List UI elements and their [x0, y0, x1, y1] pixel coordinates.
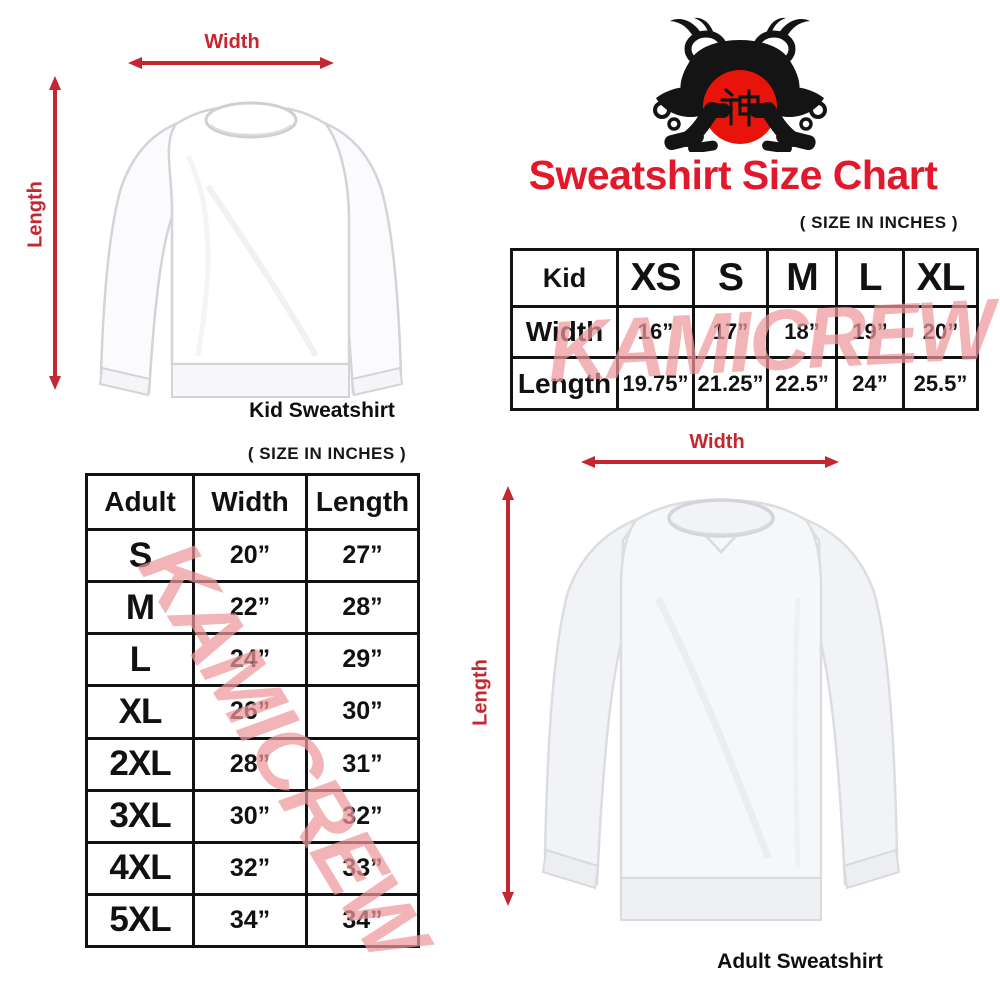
kid-width-arrow-icon: [128, 57, 334, 69]
adult-row-m: M 22” 28”: [85, 580, 420, 636]
adult-table-corner-cell: Adult: [85, 472, 195, 532]
size-in-inches-note-kid: ( SIZE IN INCHES ): [799, 213, 958, 232]
adult-size-label: M: [85, 580, 195, 636]
kid-length-label: Length: [24, 181, 47, 248]
adult-size-label: XL: [85, 684, 195, 740]
kid-sweatshirt-caption: Kid Sweatshirt: [249, 399, 395, 422]
kid-width-value: 17”: [692, 305, 769, 359]
adult-length-value: 30”: [305, 684, 420, 740]
adult-row-l: L 24” 29”: [85, 632, 420, 688]
adult-width-value: 26”: [192, 684, 308, 740]
adult-sweatshirt-caption: Adult Sweatshirt: [717, 950, 883, 973]
adult-length-value: 33”: [305, 840, 420, 896]
adult-size-table: Adult Width Length S 20” 27” M 22” 28” L…: [85, 472, 420, 949]
adult-row-s: S 20” 27”: [85, 528, 420, 584]
adult-width-value: 34”: [192, 892, 308, 949]
kid-length-value: 24”: [835, 356, 905, 411]
kid-length-row: Length 19.75” 21.25” 22.5” 24” 25.5”: [510, 356, 979, 411]
kid-table-header-row: Kid XS S M L XL: [510, 248, 979, 308]
adult-row-4xl: 4XL 32” 33”: [85, 840, 420, 896]
kid-size-l: L: [835, 248, 905, 308]
kid-width-label: Width: [204, 31, 260, 53]
adult-width-value: 32”: [192, 840, 308, 896]
adult-length-value: 28”: [305, 580, 420, 636]
kid-size-xl: XL: [902, 248, 979, 308]
kid-width-value: 18”: [766, 305, 838, 359]
kid-size-m: M: [766, 248, 838, 308]
adult-length-column-header: Length: [305, 472, 420, 532]
adult-width-arrow-icon: [581, 456, 839, 468]
kid-size-s: S: [692, 248, 769, 308]
adult-row-3xl: 3XL 30” 32”: [85, 788, 420, 844]
kid-length-value: 21.25”: [692, 356, 769, 411]
kid-length-row-label: Length: [510, 356, 619, 411]
adult-size-label: 3XL: [85, 788, 195, 844]
kid-width-value: 20”: [902, 305, 979, 359]
kid-table-corner-cell: Kid: [510, 248, 619, 308]
adult-width-value: 20”: [192, 528, 308, 584]
kid-width-row-label: Width: [510, 305, 619, 359]
kamicrew-frog-logo: [653, 17, 827, 152]
adult-length-arrow-icon: [502, 486, 514, 906]
adult-row-2xl: 2XL 28” 31”: [85, 736, 420, 792]
kid-width-value: 16”: [616, 305, 695, 359]
adult-width-value: 28”: [192, 736, 308, 792]
adult-row-5xl: 5XL 34” 34”: [85, 892, 420, 949]
adult-width-value: 22”: [192, 580, 308, 636]
adult-width-value: 24”: [192, 632, 308, 688]
adult-size-label: 4XL: [85, 840, 195, 896]
kid-sweatshirt-image: [98, 101, 404, 398]
adult-length-value: 27”: [305, 528, 420, 584]
kid-width-value: 19”: [835, 305, 905, 359]
adult-row-xl: XL 26” 30”: [85, 684, 420, 740]
kid-size-xs: XS: [616, 248, 695, 308]
kanji-kami-icon: [720, 88, 760, 127]
adult-length-value: 31”: [305, 736, 420, 792]
adult-width-label: Width: [689, 431, 745, 453]
kid-size-table: Kid XS S M L XL Width 16” 17” 18” 19” 20…: [510, 248, 979, 411]
adult-length-label: Length: [469, 659, 492, 726]
adult-table-header-row: Adult Width Length: [85, 472, 420, 532]
adult-sweatshirt-image: [541, 498, 901, 921]
kid-length-arrow-icon: [49, 76, 61, 390]
page-title: Sweatshirt Size Chart: [528, 152, 938, 198]
kid-length-value: 19.75”: [616, 356, 695, 411]
size-in-inches-note-adult: ( SIZE IN INCHES ): [247, 444, 407, 463]
adult-size-label: L: [85, 632, 195, 688]
adult-size-label: 5XL: [85, 892, 195, 949]
kid-length-value: 25.5”: [902, 356, 979, 411]
adult-length-value: 32”: [305, 788, 420, 844]
adult-width-column-header: Width: [192, 472, 308, 532]
adult-width-value: 30”: [192, 788, 308, 844]
kid-length-value: 22.5”: [766, 356, 838, 411]
adult-size-label: 2XL: [85, 736, 195, 792]
adult-size-label: S: [85, 528, 195, 584]
kid-width-row: Width 16” 17” 18” 19” 20”: [510, 305, 979, 359]
adult-length-value: 34”: [305, 892, 420, 949]
adult-length-value: 29”: [305, 632, 420, 688]
